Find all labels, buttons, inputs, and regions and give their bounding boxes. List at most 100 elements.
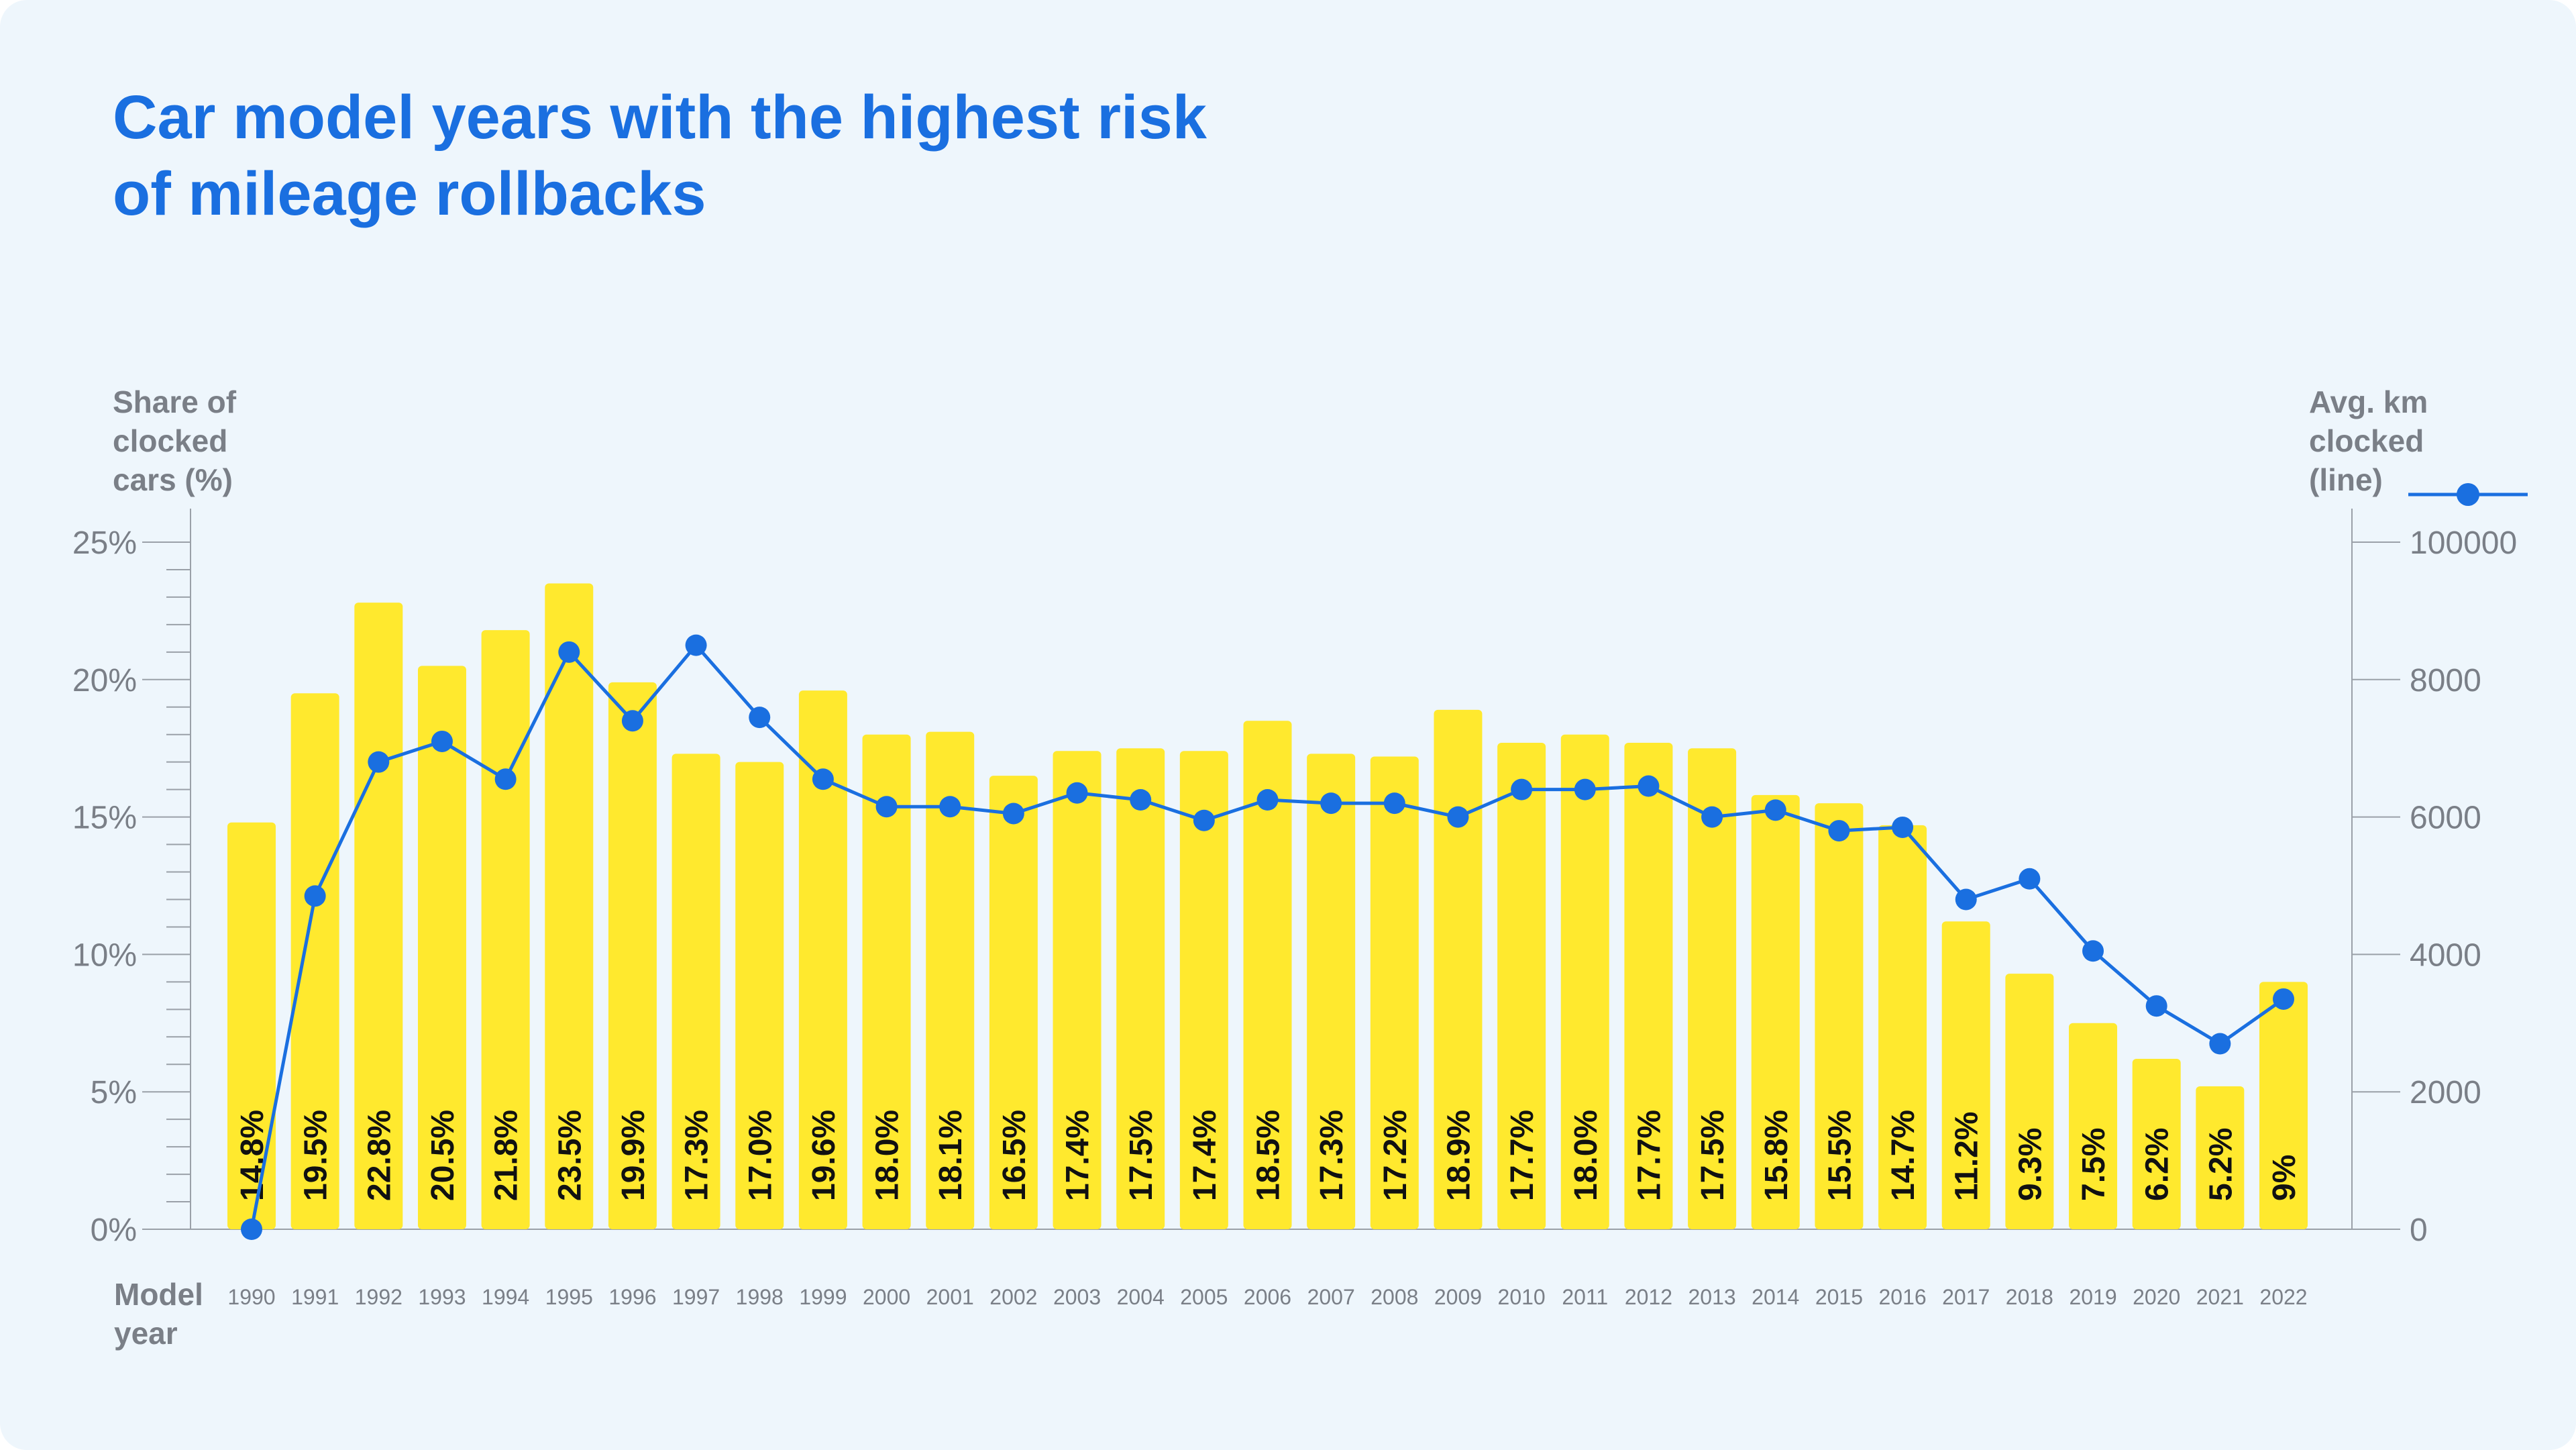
right-axis-caption-line-1: Avg. km — [2309, 384, 2428, 419]
bar-value-label: 19.6% — [806, 1110, 842, 1201]
line-series — [241, 634, 2294, 1240]
x-axis-caption-line-1: Model — [114, 1277, 203, 1312]
line-point — [1066, 782, 1088, 804]
line-point — [812, 768, 834, 790]
bar — [1116, 748, 1165, 1229]
line-point — [2209, 1033, 2231, 1055]
bar — [2259, 982, 2308, 1229]
year-tick-label: 1998 — [736, 1285, 784, 1309]
year-tick-label: 2019 — [2069, 1285, 2116, 1309]
bars — [227, 583, 2308, 1229]
right-tick-label: 4000 — [2410, 937, 2481, 973]
bar-value-label: 17.5% — [1124, 1110, 1159, 1201]
bar — [1624, 743, 1673, 1229]
bar — [1497, 743, 1546, 1229]
bar-value-label: 17.4% — [1061, 1110, 1096, 1201]
bar-value-label: 20.5% — [425, 1110, 461, 1201]
year-tick-label: 1995 — [545, 1285, 593, 1309]
left-tick-label: 20% — [72, 663, 137, 698]
bar — [417, 666, 466, 1229]
year-tick-label: 2012 — [1625, 1285, 1672, 1309]
bar-value-label: 9% — [2267, 1155, 2302, 1201]
bar — [1243, 721, 1292, 1229]
year-tick-label: 2014 — [1752, 1285, 1799, 1309]
left-tick-label: 10% — [72, 937, 137, 973]
bar — [2069, 1023, 2118, 1229]
bar-value-label: 18.5% — [1251, 1110, 1287, 1201]
bar — [2132, 1059, 2181, 1229]
left-axis-caption-line-1: Share of — [113, 384, 237, 419]
right-axis-caption: Avg. km clocked (line) — [2309, 382, 2428, 499]
line-point — [2019, 868, 2041, 890]
bar-value-label: 18.1% — [933, 1110, 969, 1201]
line-point — [2145, 995, 2167, 1017]
bar — [1560, 734, 1609, 1229]
line-point — [1193, 809, 1215, 831]
bar-value-label: 5.2% — [2203, 1128, 2239, 1201]
bar-value-label: 22.8% — [362, 1110, 397, 1201]
bar-value-label: 17.5% — [1695, 1110, 1731, 1201]
line-point — [2082, 940, 2104, 962]
line-point — [685, 634, 707, 656]
bar-value-label: 19.5% — [299, 1110, 334, 1201]
line-point — [1256, 789, 1279, 811]
right-axis: 0 2000 4000 6000 8000 100000 — [2351, 509, 2517, 1248]
year-tick-label: 2005 — [1180, 1285, 1228, 1309]
x-axis-caption: Model year — [114, 1275, 203, 1353]
line-point — [875, 796, 898, 818]
bar-value-label: 17.4% — [1187, 1110, 1223, 1201]
year-tick-label: 1992 — [355, 1285, 402, 1309]
year-tick-label: 1991 — [291, 1285, 339, 1309]
bar-value-label: 18.0% — [870, 1110, 906, 1201]
legend-line-marker-icon — [2408, 483, 2528, 506]
line-point — [1828, 820, 1850, 842]
right-axis-caption-line-3: (line) — [2309, 462, 2383, 497]
line-point — [1764, 799, 1786, 821]
bar — [1941, 921, 1990, 1229]
bar — [608, 682, 657, 1229]
year-tick-label: 2004 — [1117, 1285, 1165, 1309]
bar — [1307, 754, 1356, 1229]
bar — [1434, 709, 1483, 1229]
bar — [862, 734, 911, 1229]
bar — [1053, 751, 1102, 1229]
year-tick-label: 2001 — [926, 1285, 974, 1309]
line-point — [1574, 778, 1596, 800]
line-point — [304, 885, 326, 907]
bar-value-label: 9.3% — [2012, 1128, 2048, 1201]
bar — [2005, 974, 2054, 1229]
year-tick-label: 2021 — [2196, 1285, 2244, 1309]
line-point — [368, 751, 390, 773]
bar-value-label: 14.7% — [1886, 1110, 1921, 1201]
year-tick-label: 2010 — [1498, 1285, 1546, 1309]
bar-value-label: 16.5% — [997, 1110, 1032, 1201]
year-tick-label: 2008 — [1371, 1285, 1418, 1309]
left-axis-caption-line-3: cars (%) — [113, 462, 233, 497]
line-point — [1701, 806, 1723, 828]
right-tick-label: 2000 — [2410, 1075, 2481, 1110]
left-tick-label: 0% — [91, 1212, 137, 1248]
bar-value-label: 17.0% — [743, 1110, 778, 1201]
bar — [735, 762, 784, 1229]
line-point — [494, 768, 517, 790]
year-tick-label: 2018 — [2006, 1285, 2053, 1309]
line-point — [1955, 888, 1977, 911]
year-tick-label: 2000 — [863, 1285, 910, 1309]
bar-value-label: 19.9% — [616, 1110, 651, 1201]
bar — [290, 693, 339, 1229]
right-tick-label: 100000 — [2410, 525, 2517, 561]
year-tick-label: 2016 — [1878, 1285, 1926, 1309]
line-point — [749, 707, 771, 729]
bar — [798, 690, 847, 1229]
bar-value-label: 15.8% — [1759, 1110, 1794, 1201]
bar-value-label: 18.9% — [1441, 1110, 1477, 1201]
line-point — [1638, 775, 1660, 797]
x-axis-caption-line-2: year — [114, 1316, 178, 1351]
year-tick-label: 2002 — [989, 1285, 1037, 1309]
year-tick-label: 1990 — [227, 1285, 275, 1309]
bar — [227, 822, 276, 1229]
line-point — [1320, 792, 1342, 815]
bar-value-label: 17.3% — [1314, 1110, 1350, 1201]
bar-value-label: 23.5% — [552, 1110, 588, 1201]
